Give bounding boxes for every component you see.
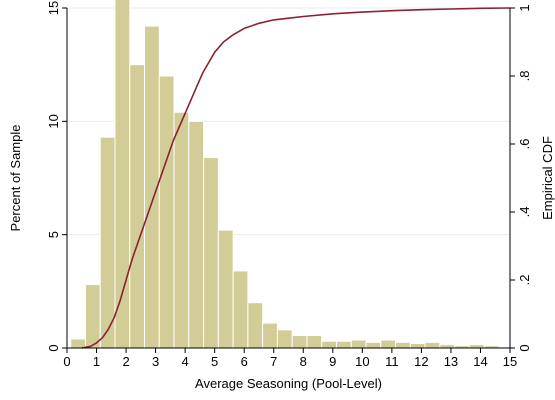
histogram-bar-18	[321, 340, 337, 349]
x-tick-label-15: 15	[503, 354, 517, 369]
histogram-bar-14	[262, 322, 278, 349]
y2-tick-label-.2: .2	[517, 275, 532, 286]
x-tick-label-13: 13	[444, 354, 458, 369]
histogram-bar-13	[247, 302, 264, 349]
histogram-bar-15	[276, 329, 293, 349]
histogram-bars	[70, 0, 515, 349]
x-axis-title: Average Seasoning (Pool-Level)	[195, 376, 382, 391]
y2-tick-label-.4: .4	[517, 207, 532, 218]
y-axis-title: Percent of Sample	[8, 125, 23, 232]
x-tick-label-5: 5	[211, 354, 218, 369]
histogram-bar-4	[114, 0, 131, 349]
histogram-bar-20	[350, 339, 367, 349]
y-tick-label-0: 0	[46, 344, 61, 351]
histogram-bar-16	[291, 335, 308, 349]
y2-tick-label-.6: .6	[517, 139, 532, 150]
x-tick-label-12: 12	[414, 354, 428, 369]
cdf-line	[81, 7, 511, 349]
histogram-bar-19	[335, 340, 352, 349]
x-tick-label-7: 7	[270, 354, 277, 369]
histogram-bar-25	[424, 341, 441, 349]
x-tick-label-11: 11	[385, 354, 399, 369]
x-tick-label-10: 10	[355, 354, 369, 369]
y2-tick-label-0: 0	[517, 344, 532, 351]
y2-tick-label-1: 1	[517, 4, 532, 11]
histogram-bar-21	[365, 341, 382, 349]
histogram-bar-8	[173, 111, 190, 349]
histogram-bar-9	[188, 120, 205, 349]
histogram-bar-1	[70, 338, 86, 349]
y-tick-label-10: 10	[46, 114, 61, 128]
y-tick-label-5: 5	[46, 231, 61, 238]
x-tick-label-3: 3	[152, 354, 159, 369]
histogram-bar-2	[84, 284, 101, 349]
histogram-bar-22	[380, 339, 397, 349]
histogram-bar-12	[232, 270, 249, 349]
y2-axis-title: Empirical CDF	[540, 136, 555, 220]
x-tick-label-8: 8	[300, 354, 307, 369]
histogram-bar-11	[217, 229, 234, 349]
histogram-bar-26	[439, 344, 456, 349]
histogram-bar-5	[129, 64, 146, 349]
x-tick-label-6: 6	[241, 354, 248, 369]
y2-tick-label-.8: .8	[517, 71, 532, 82]
x-tick-label-9: 9	[329, 354, 336, 369]
cdf-line-layer	[81, 7, 511, 349]
histogram-bar-3	[99, 136, 116, 349]
histogram-bar-17	[306, 335, 323, 349]
x-tick-label-14: 14	[473, 354, 487, 369]
y-tick-label-15: 15	[46, 1, 61, 15]
histogram-bar-7	[158, 75, 175, 349]
histogram-bar-28	[468, 344, 485, 349]
x-tick-label-2: 2	[122, 354, 129, 369]
x-tick-label-4: 4	[182, 354, 189, 369]
histogram-bar-23	[395, 341, 411, 349]
histogram-bar-10	[203, 157, 219, 349]
x-tick-label-0: 0	[63, 354, 70, 369]
histogram-bar-24	[409, 342, 426, 349]
x-tick-label-1: 1	[93, 354, 100, 369]
